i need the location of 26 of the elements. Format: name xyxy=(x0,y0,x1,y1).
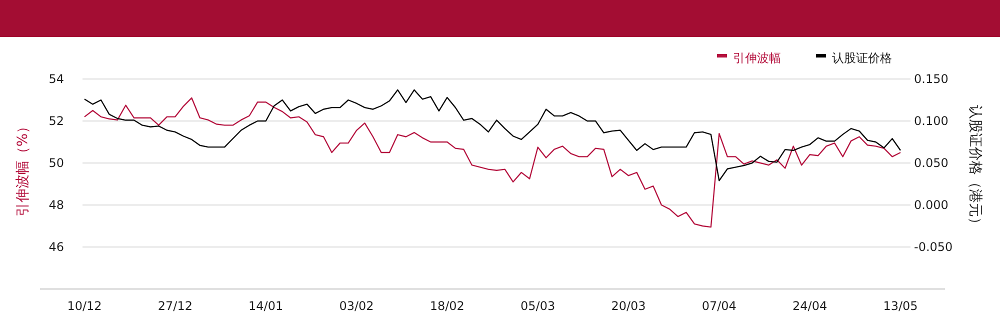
x-tick-label: 10/12 xyxy=(67,299,102,314)
y-axis-title: 引伸波幅（%） xyxy=(14,119,31,217)
y2-tick-label: 0.150 xyxy=(914,72,948,86)
x-tick-label: 20/03 xyxy=(611,299,646,314)
legend-label: 认股证价格 xyxy=(832,51,892,66)
x-tick-label: 03/02 xyxy=(339,299,374,314)
x-tick-label: 27/12 xyxy=(158,299,192,314)
y-tick-label: 52 xyxy=(48,114,64,128)
x-tick-label: 13/05 xyxy=(883,299,918,314)
x-tick-label: 24/04 xyxy=(792,299,828,314)
y-tick-label: 54 xyxy=(48,72,64,86)
y2-tick-label: 0.100 xyxy=(914,114,948,128)
y2-tick-label: -0.050 xyxy=(914,240,953,254)
y-tick-label: 46 xyxy=(48,240,64,254)
x-tick-label: 05/03 xyxy=(520,299,556,314)
line-series xyxy=(84,97,902,228)
y2-axis-title: 认股证价格（港元） xyxy=(967,105,984,231)
y2-tick-label: 0.050 xyxy=(914,156,948,170)
x-tick-label: 18/02 xyxy=(430,299,464,314)
x-tick-label: 14/01 xyxy=(248,299,284,314)
y2-tick-label: 0.000 xyxy=(914,198,948,212)
x-tick-label: 07/04 xyxy=(702,299,736,314)
line-series xyxy=(84,89,902,182)
legend-label: 引伸波幅 xyxy=(733,51,781,66)
y-tick-label: 50 xyxy=(48,156,64,170)
y-tick-label: 48 xyxy=(48,198,64,212)
